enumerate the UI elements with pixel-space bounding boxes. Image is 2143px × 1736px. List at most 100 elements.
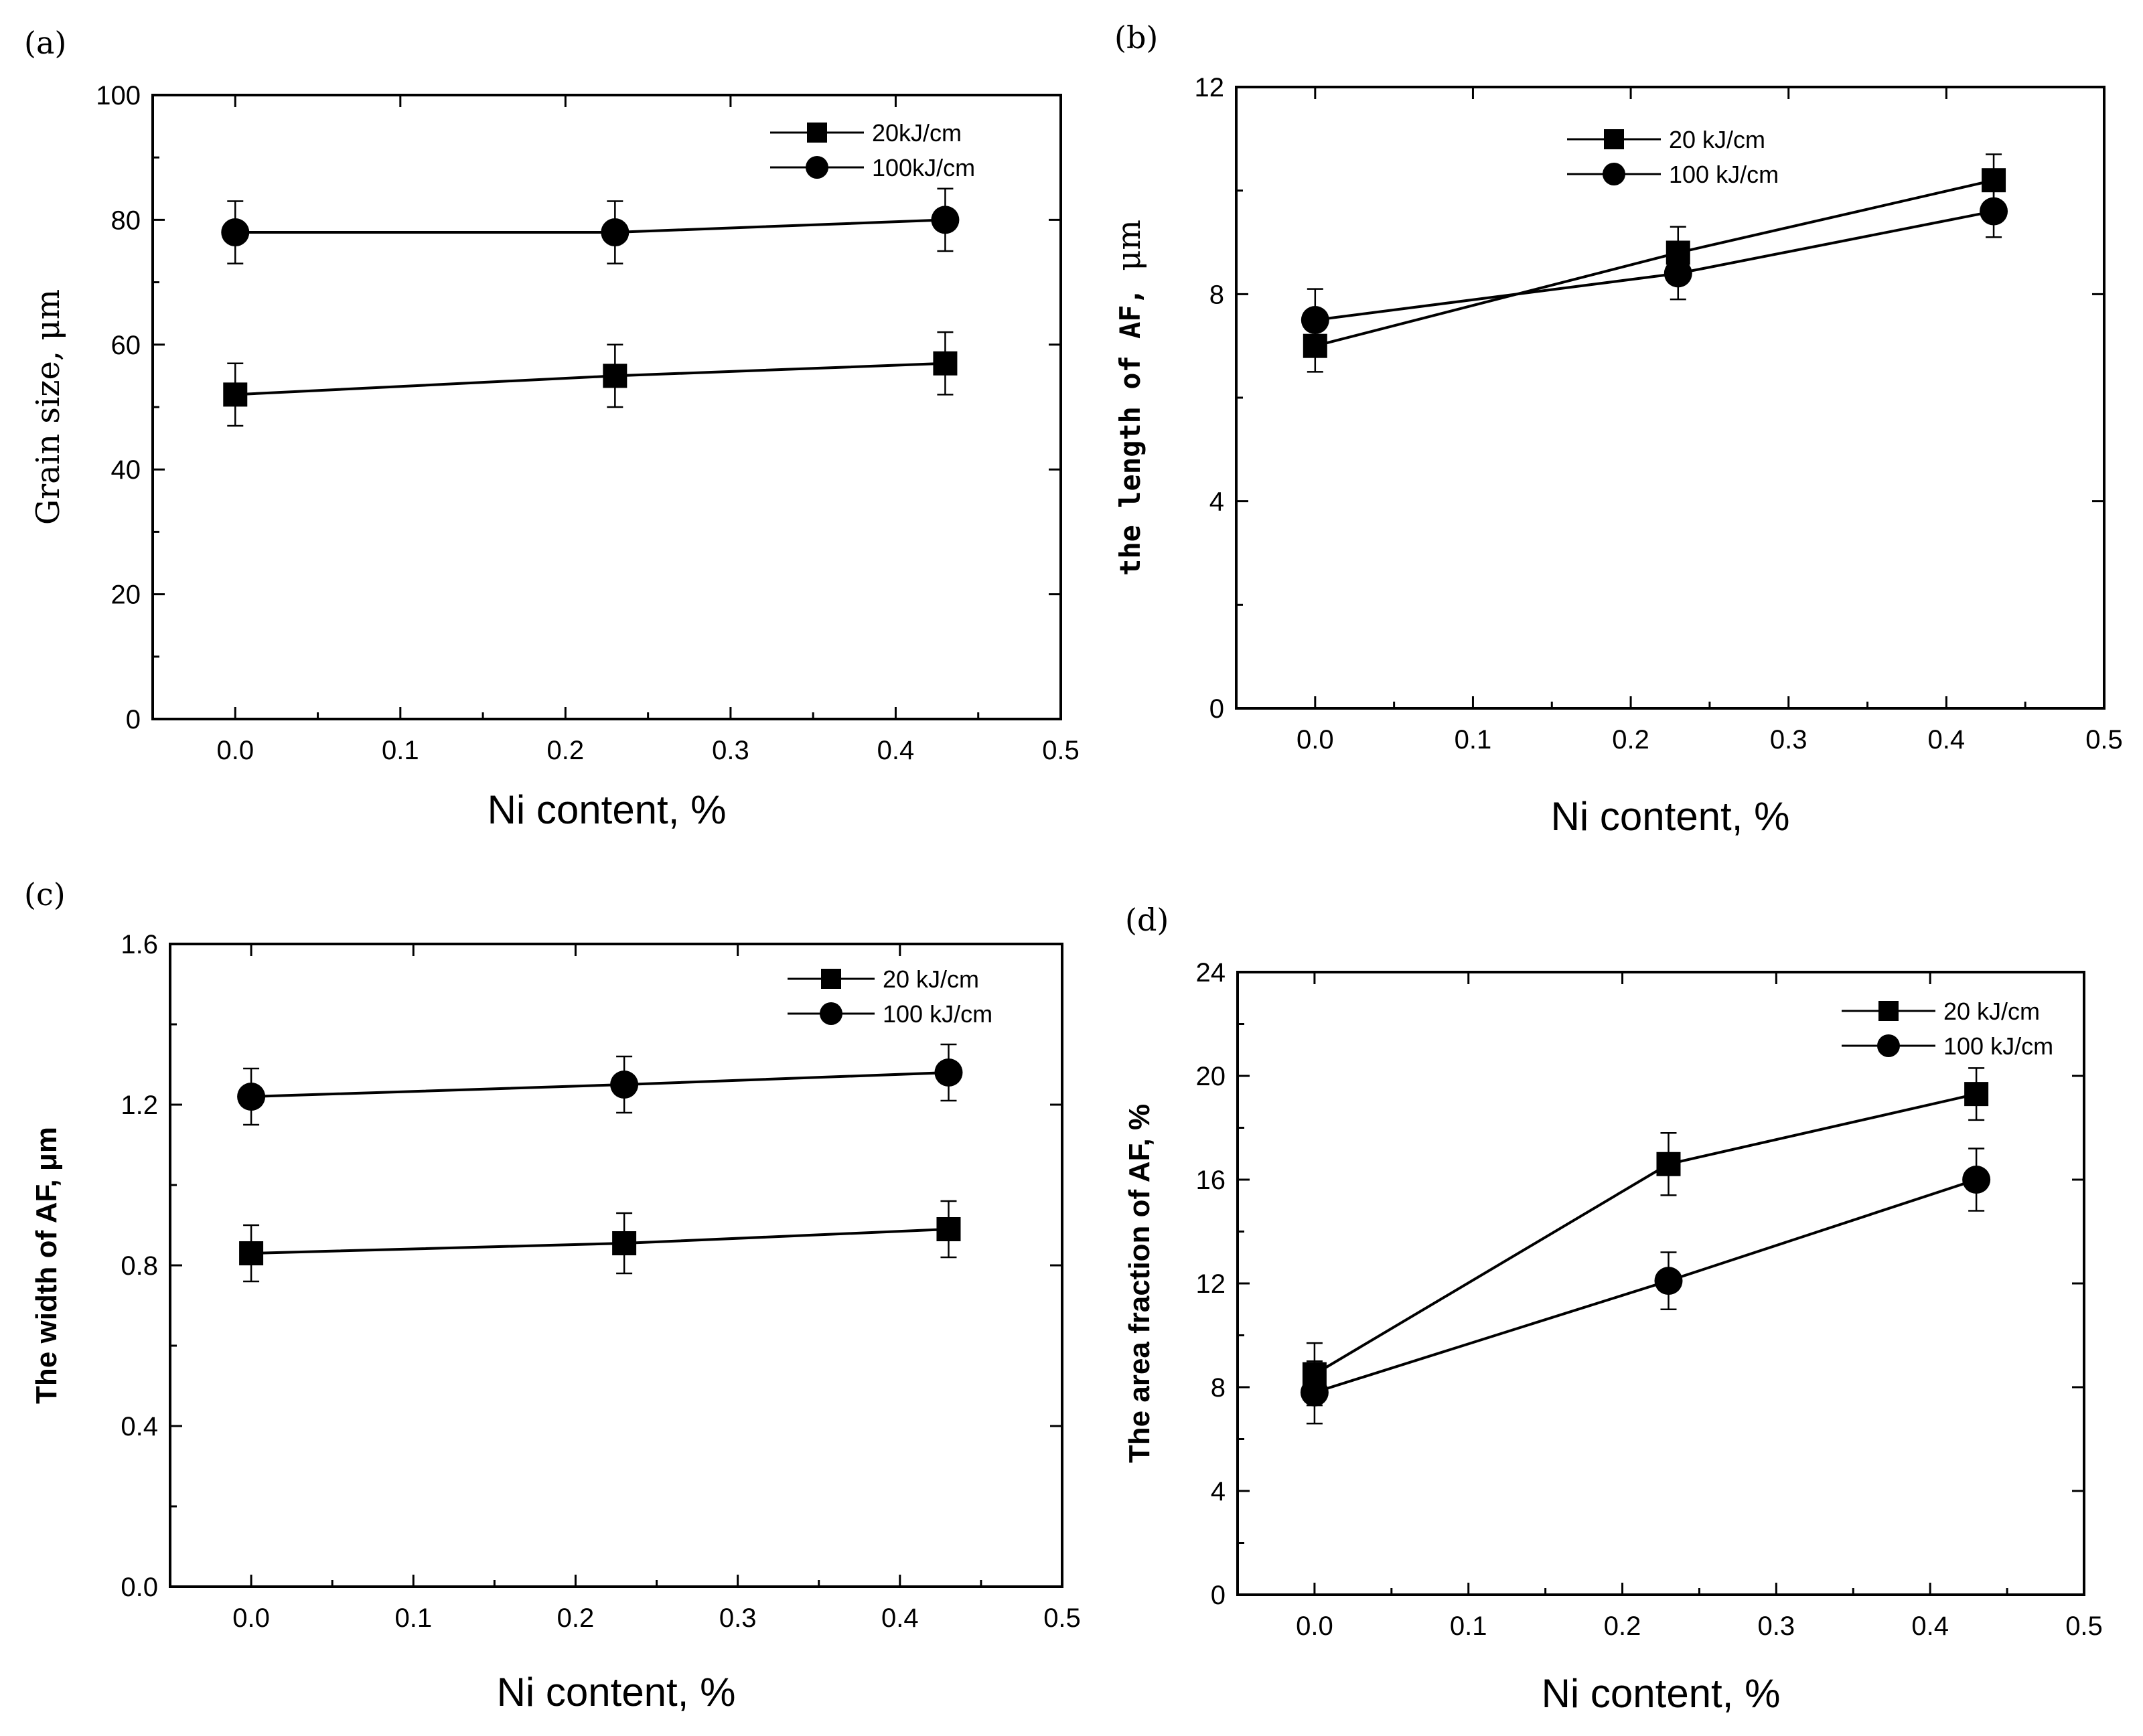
series-line — [1313, 1093, 1977, 1376]
data-point-square — [603, 364, 627, 388]
x-tick-label: 0.3 — [1758, 1611, 1795, 1641]
data-point-square — [1656, 1152, 1681, 1176]
series-circle — [237, 1043, 963, 1126]
x-tick-label: 0.0 — [1297, 725, 1334, 755]
legend-marker-square — [1878, 1001, 1899, 1021]
x-axis-label: Ni content, % — [1551, 794, 1790, 839]
legend-marker-circle — [1877, 1034, 1900, 1057]
chart-panel-c: (c) 0.0 0.1 0.2 0.3 0.4 0.5 0.0 0.4 0.8 1.2 1.6 Ni c… — [24, 876, 1081, 1715]
y-tick-label: 40 — [111, 455, 141, 485]
data-point-circle — [1962, 1166, 1991, 1194]
y-tick-label: 0 — [1209, 694, 1224, 724]
y-tick-label: 8 — [1211, 1373, 1226, 1403]
y-tick-label: 12 — [1195, 73, 1225, 102]
y-tick-label: 0 — [1211, 1581, 1226, 1610]
x-tick-label: 0.1 — [394, 1603, 432, 1633]
data-point-square — [239, 1241, 264, 1265]
legend-label: 100kJ/cm — [872, 154, 975, 181]
x-tick-label: 0.3 — [712, 736, 749, 765]
x-tick-label: 0.0 — [232, 1603, 270, 1633]
y-axis-label: The area fraction of AF, % — [1123, 1104, 1156, 1463]
x-tick-label: 0.1 — [382, 736, 419, 765]
series-line — [1315, 179, 1994, 347]
series-line — [1314, 1178, 1977, 1394]
y-tick-label: 80 — [111, 206, 141, 235]
x-tick-label: 0.5 — [1042, 736, 1080, 765]
series-square — [1303, 153, 2006, 373]
y-axis-label-unit: μm — [1110, 220, 1148, 271]
data-point-circle — [601, 218, 630, 247]
y-tick-label: 0.0 — [121, 1573, 158, 1602]
series-line — [251, 1071, 949, 1098]
x-tick-label: 0.4 — [877, 736, 915, 765]
legend-label: 20 kJ/cm — [1943, 998, 2040, 1025]
x-tick-label: 0.2 — [1604, 1611, 1641, 1641]
series-line — [235, 362, 946, 396]
y-tick-label: 0.4 — [121, 1412, 158, 1441]
y-axis-label: The width of AF, μm — [30, 1127, 63, 1404]
y-tick-label: 20 — [111, 580, 141, 610]
data-point-square — [936, 1217, 961, 1241]
data-point-circle — [221, 218, 250, 247]
y-axis-label: the length of AF, μm — [1110, 220, 1148, 576]
panel-label: (c) — [24, 876, 66, 913]
series-square — [1302, 1067, 1989, 1407]
y-tick-label: 1.2 — [121, 1091, 158, 1120]
y-tick-label: 0.8 — [121, 1251, 158, 1281]
x-tick-label: 0.5 — [2085, 725, 2123, 755]
series-circle — [1300, 1148, 1991, 1425]
legend-marker-square — [1604, 129, 1624, 149]
panel-label: (d) — [1125, 902, 1169, 938]
data-point-square — [1964, 1082, 1989, 1107]
y-axis-label-text: the length of AF, — [1114, 271, 1147, 576]
x-tick-label: 0.3 — [1770, 725, 1807, 755]
data-point-circle — [1980, 197, 2008, 226]
y-axis-label: Grain size, μm — [29, 289, 67, 525]
chart-panel-b: (b) 0.0 0.1 0.2 0.3 0.4 0.5 0 4 8 12 Ni content, % t… — [1110, 19, 2123, 839]
x-tick-label: 0.2 — [557, 1603, 595, 1633]
chart-panel-d: (d) 0.0 0.1 0.2 0.3 0.4 0.5 0 4 8 12 16 20 24 Ni conte… — [1123, 902, 2103, 1716]
series-square — [239, 1200, 961, 1283]
y-tick-label: 4 — [1211, 1477, 1226, 1506]
data-point-circle — [1300, 1378, 1329, 1407]
data-point-circle — [934, 1058, 963, 1087]
data-point-square — [933, 351, 958, 376]
y-tick-label: 60 — [111, 331, 141, 360]
y-tick-label: 16 — [1196, 1166, 1226, 1195]
y-tick-label: 24 — [1196, 958, 1226, 988]
panel-label: (b) — [1114, 19, 1158, 56]
x-tick-label: 0.4 — [1928, 725, 1966, 755]
x-axis-label: Ni content, % — [497, 1670, 736, 1715]
legend-label: 20 kJ/cm — [1669, 126, 1765, 153]
legend-marker-circle — [820, 1002, 842, 1025]
y-tick-label: 100 — [96, 81, 141, 110]
x-tick-label: 0.2 — [1612, 725, 1649, 755]
plot-frame — [169, 943, 1063, 1588]
x-tick-label: 0.0 — [1296, 1611, 1333, 1641]
data-point-circle — [610, 1071, 639, 1099]
series-circle — [221, 187, 960, 264]
legend-label: 20kJ/cm — [872, 119, 962, 147]
series-circle — [1301, 184, 2008, 352]
x-tick-label: 0.3 — [719, 1603, 757, 1633]
data-point-circle — [1301, 306, 1329, 334]
y-tick-label: 1.6 — [121, 930, 158, 959]
x-axis-label: Ni content, % — [488, 787, 727, 832]
y-tick-label: 4 — [1209, 487, 1224, 517]
x-tick-label: 0.0 — [216, 736, 254, 765]
plot-frame — [151, 94, 1062, 720]
series-line — [1315, 210, 1994, 321]
chart-panel-a: (a) 0.0 0.1 0.2 0.3 0.4 0.5 0 20 40 60 80 100 Ni cont… — [24, 25, 1080, 832]
legend-marker-square — [821, 969, 841, 989]
series-line — [251, 1228, 949, 1255]
y-tick-label: 12 — [1196, 1269, 1226, 1299]
data-point-square — [612, 1231, 637, 1255]
data-point-circle — [1654, 1267, 1683, 1295]
data-point-circle — [237, 1083, 266, 1111]
legend-label: 20 kJ/cm — [883, 965, 979, 993]
x-axis-label: Ni content, % — [1542, 1671, 1781, 1716]
y-tick-label: 0 — [126, 705, 141, 734]
data-point-square — [223, 382, 248, 407]
x-tick-label: 0.4 — [1911, 1611, 1949, 1641]
